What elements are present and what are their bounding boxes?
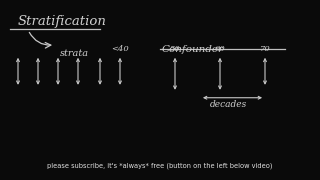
Text: strata: strata — [60, 49, 89, 58]
Text: <40: <40 — [111, 45, 129, 53]
Text: 50: 50 — [170, 45, 180, 53]
Text: decades: decades — [210, 100, 247, 109]
Text: 70: 70 — [260, 45, 270, 53]
Text: 60: 60 — [215, 45, 225, 53]
Text: Stratification: Stratification — [18, 15, 107, 28]
Text: please subscribe, it's *always* free (button on the left below video): please subscribe, it's *always* free (bu… — [47, 162, 273, 169]
Text: Confounder: Confounder — [162, 45, 224, 54]
